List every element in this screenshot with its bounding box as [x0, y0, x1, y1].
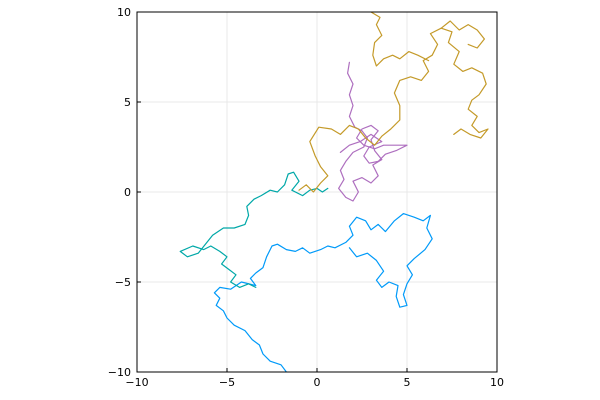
series-line-4 [298, 27, 489, 193]
x-tick-label: −5 [219, 376, 235, 389]
grid [136, 11, 498, 373]
x-tick-label: 5 [404, 376, 411, 389]
y-tick-label: 5 [124, 96, 131, 109]
y-tick-label: −5 [115, 276, 131, 289]
series-line-5 [370, 12, 430, 67]
y-tick-label: 10 [117, 6, 131, 19]
series-line-6 [440, 20, 485, 49]
axis-ticks [136, 11, 498, 373]
series-line-3 [338, 61, 408, 202]
series-line-1 [213, 213, 433, 372]
series-group [179, 12, 489, 372]
tick-labels: −10 −5 0 5 10 −10 −5 0 5 10 [108, 6, 504, 389]
x-tick-label: 10 [490, 376, 504, 389]
series-line-2 [179, 171, 329, 288]
x-tick-label: 0 [314, 376, 321, 389]
y-tick-label: 0 [124, 186, 131, 199]
x-tick-label: −10 [125, 376, 148, 389]
y-tick-label: −10 [108, 366, 131, 379]
